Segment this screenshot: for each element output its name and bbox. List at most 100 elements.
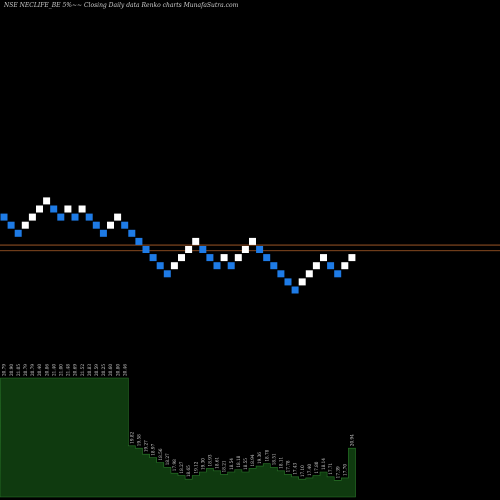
volume-label: 18.54 <box>229 458 234 470</box>
renko-brick-up <box>320 254 327 262</box>
chart-title: NSE NECLIFE_BE 5%~~ Closing Daily data R… <box>4 2 239 9</box>
renko-brick-down <box>135 237 143 245</box>
volume-label: 20.90 <box>9 364 14 376</box>
volume-label: 20.94 <box>350 434 355 446</box>
renko-brick-up <box>341 262 349 270</box>
renko-brick-up <box>241 246 249 253</box>
renko-brick-down <box>213 262 221 270</box>
renko-bricks <box>0 197 356 294</box>
volume-label: 21.00 <box>58 364 63 376</box>
renko-brick-down <box>121 221 129 229</box>
volume-area <box>0 377 356 498</box>
volume-label: 17.10 <box>300 465 305 477</box>
renko-brick-down <box>85 213 93 221</box>
volume-label: 17.43 <box>293 462 298 474</box>
renko-brick-up <box>170 262 178 270</box>
renko-brick-down <box>291 286 299 294</box>
volume-label: 17.71 <box>328 462 333 474</box>
volume-label: 18.14 <box>321 458 326 470</box>
volume-label: 17.40 <box>307 464 312 476</box>
renko-brick-up <box>298 278 306 286</box>
renko-brick-up <box>43 197 51 205</box>
volume-label: 20.83 <box>87 364 92 376</box>
volume-label: 20.60 <box>108 364 113 376</box>
renko-brick-up <box>178 254 185 262</box>
renko-brick-up <box>107 221 114 229</box>
renko-brick-up <box>36 205 43 213</box>
renko-brick-down <box>199 246 207 253</box>
renko-brick-down <box>227 262 235 270</box>
renko-brick-down <box>71 213 79 221</box>
renko-brick-up <box>305 270 313 278</box>
renko-brick-down <box>149 254 157 262</box>
volume-label: 21.52 <box>80 364 85 376</box>
renko-brick-up <box>185 246 193 253</box>
renko-brick-down <box>50 205 58 213</box>
volume-label: 19.30 <box>200 458 205 470</box>
volume-label: 18.27 <box>179 461 184 473</box>
renko-brick-down <box>57 213 65 221</box>
volume-label: 20.86 <box>44 364 49 376</box>
renko-brick-down <box>99 229 107 237</box>
renko-brick-up <box>114 213 122 221</box>
volume-label: 18.61 <box>215 456 220 468</box>
volume-label: 17.98 <box>172 459 177 471</box>
renko-brick-down <box>256 246 264 253</box>
volume-label: 19.58 <box>137 434 142 446</box>
volume-label: 18.27 <box>165 453 170 465</box>
renko-brick-down <box>0 213 8 221</box>
renko-brick-down <box>7 221 15 229</box>
volume-label: 17.80 <box>314 461 319 473</box>
volume-label: 20.46 <box>122 364 127 376</box>
volume-label: 17.39 <box>335 466 340 478</box>
renko-brick-up <box>64 205 72 213</box>
volume-label: 19.82 <box>129 432 134 444</box>
volume-label: 18.93 <box>208 454 213 466</box>
renko-brick-up <box>78 205 86 213</box>
renko-brick-up <box>21 221 29 229</box>
reference-lines <box>0 244 500 252</box>
renko-brick-down <box>327 262 335 270</box>
volume-label: 20.59 <box>94 364 99 376</box>
volume-label: 18.51 <box>271 453 276 465</box>
volume-label: 21.48 <box>66 364 71 376</box>
volume-label: 18.94 <box>250 454 255 466</box>
volume-label: 18.21 <box>222 460 227 472</box>
volume-label: 18.97 <box>151 443 156 455</box>
volume-label: 18.78 <box>264 449 269 461</box>
renko-brick-down <box>270 262 278 270</box>
renko-brick-down <box>92 221 100 229</box>
renko-brick-down <box>128 229 136 237</box>
volume-label: 19.36 <box>257 452 262 464</box>
volume-label: 20.79 <box>23 364 28 376</box>
volume-label: 20.69 <box>73 364 78 376</box>
renko-brick-up <box>220 254 228 262</box>
renko-brick-up <box>348 254 356 262</box>
renko-brick-down <box>163 270 171 278</box>
volume-label: 19.27 <box>144 440 149 452</box>
renko-brick-down <box>263 254 271 262</box>
volume-label: 18.11 <box>279 456 284 468</box>
volume-label: 18.18 <box>236 455 241 467</box>
renko-brick-down <box>14 229 22 237</box>
volume-label: 20.80 <box>115 364 120 376</box>
volume-label: 17.78 <box>286 460 291 472</box>
volume-label: 18.55 <box>243 458 248 470</box>
volume-label: 21.40 <box>51 364 56 376</box>
renko-brick-up <box>192 237 200 245</box>
volume-labels: 20.79 20.90 21.05 20.79 20.79 20.40 20.86 21.40… <box>2 364 355 479</box>
renko-brick-up <box>249 237 256 245</box>
volume-label: 19.12 <box>193 461 198 473</box>
renko-brick-down <box>277 270 285 278</box>
volume-label: 20.25 <box>101 364 106 376</box>
volume-label: 20.79 <box>30 364 35 376</box>
renko-brick-up <box>312 262 320 270</box>
renko-brick-down <box>284 278 292 286</box>
volume-label: 20.40 <box>37 364 42 376</box>
renko-brick-up <box>28 213 36 221</box>
volume-label: 17.70 <box>342 464 347 476</box>
volume-fill <box>0 377 356 498</box>
renko-brick-down <box>334 270 342 278</box>
volume-label: 18.56 <box>158 448 163 460</box>
